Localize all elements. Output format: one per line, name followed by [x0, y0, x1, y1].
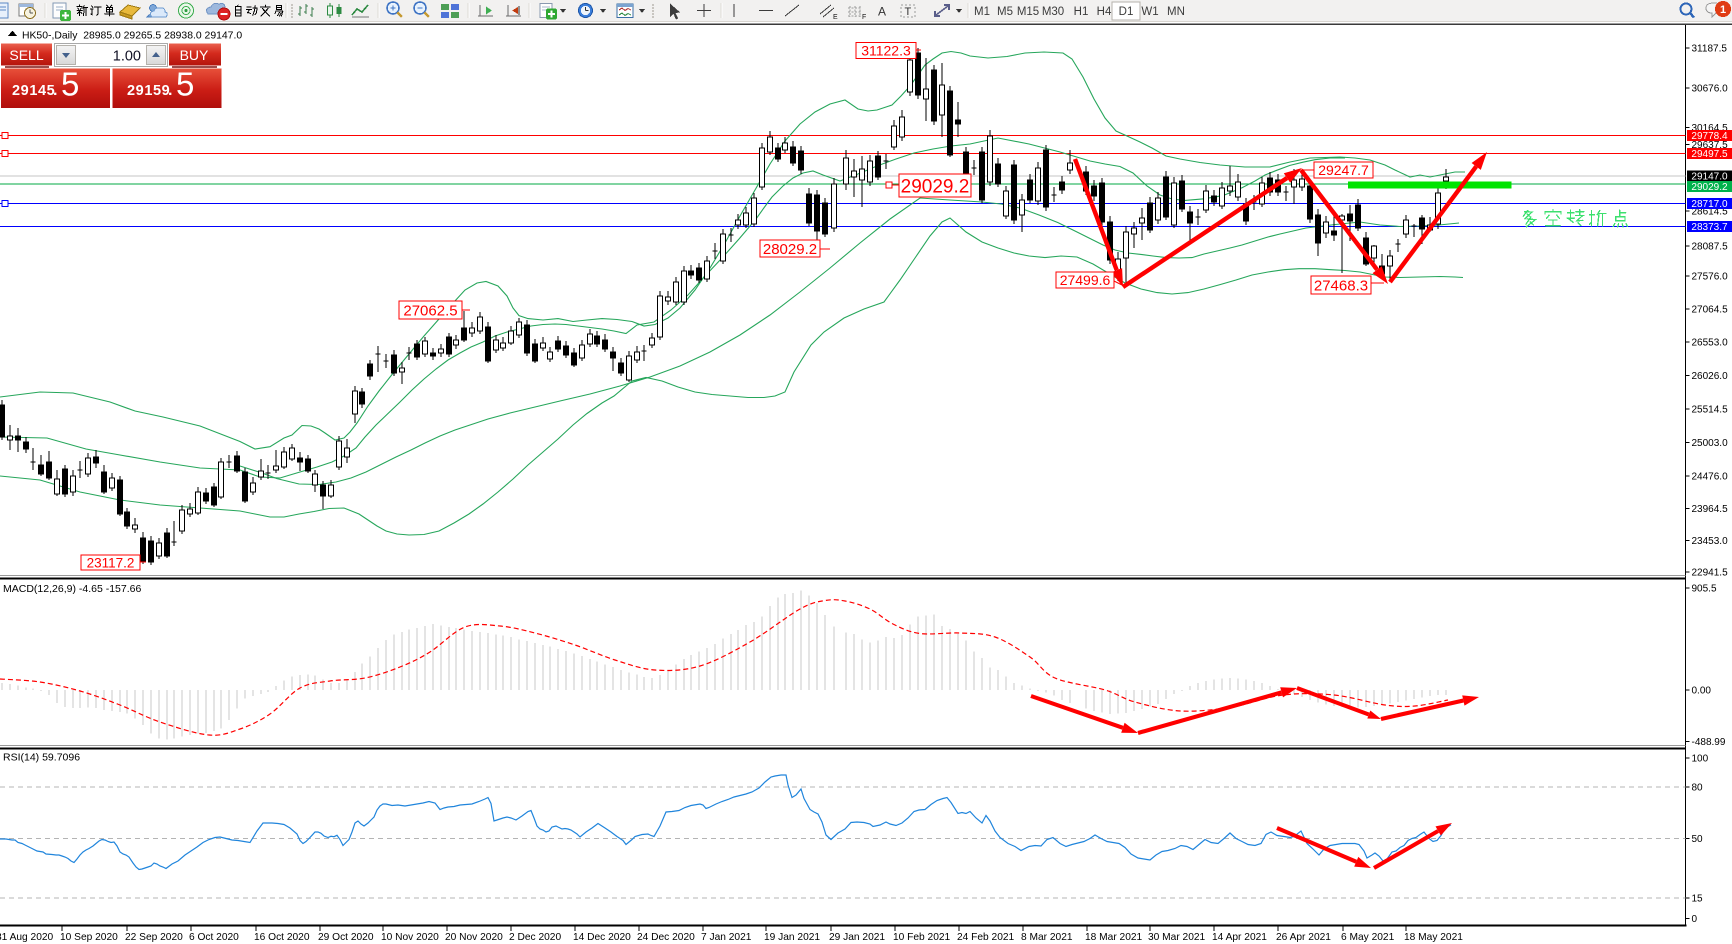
svg-text:22941.5: 22941.5 [1692, 568, 1729, 579]
svg-text:23453.0: 23453.0 [1692, 536, 1729, 547]
svg-text:0.00: 0.00 [1692, 686, 1712, 697]
svg-text:1: 1 [1720, 4, 1726, 16]
svg-text:.: . [168, 82, 172, 99]
svg-text:27499.6: 27499.6 [1060, 272, 1111, 288]
svg-text:28614.5: 28614.5 [1692, 207, 1729, 218]
svg-text:BUY: BUY [180, 47, 209, 63]
svg-text:E: E [833, 14, 838, 21]
svg-text:31122.3: 31122.3 [861, 43, 911, 59]
svg-text:25003.0: 25003.0 [1692, 438, 1729, 449]
svg-text:6 Oct 2020: 6 Oct 2020 [189, 932, 239, 943]
svg-text:28373.7: 28373.7 [1691, 222, 1728, 233]
svg-text:29 Jan 2021: 29 Jan 2021 [829, 932, 885, 943]
svg-text:31 Aug 2020: 31 Aug 2020 [0, 932, 54, 943]
svg-text:5: 5 [61, 66, 79, 103]
svg-text:905.5: 905.5 [1692, 584, 1717, 595]
svg-text:27468.3: 27468.3 [1314, 277, 1368, 294]
svg-text:18 May 2021: 18 May 2021 [1404, 932, 1463, 943]
svg-text:15: 15 [1692, 894, 1704, 905]
svg-text:-488.99: -488.99 [1692, 737, 1726, 748]
svg-text:29778.4: 29778.4 [1691, 131, 1728, 142]
svg-text:M15: M15 [1017, 6, 1039, 18]
svg-text:MN: MN [1167, 6, 1185, 18]
svg-text:F: F [862, 14, 866, 21]
svg-text:24 Feb 2021: 24 Feb 2021 [957, 932, 1015, 943]
svg-text:28087.5: 28087.5 [1692, 242, 1729, 253]
svg-text:M30: M30 [1042, 6, 1064, 18]
svg-text:0: 0 [1692, 914, 1698, 925]
svg-text:26026.0: 26026.0 [1692, 371, 1729, 382]
svg-text:27062.5: 27062.5 [403, 302, 457, 319]
svg-text:W1: W1 [1141, 6, 1158, 18]
svg-text:30 Mar 2021: 30 Mar 2021 [1148, 932, 1206, 943]
svg-text:22 Sep 2020: 22 Sep 2020 [125, 932, 183, 943]
svg-text:16 Oct 2020: 16 Oct 2020 [254, 932, 310, 943]
svg-text:29497.5: 29497.5 [1691, 149, 1728, 160]
svg-text:29637.5: 29637.5 [1692, 140, 1729, 151]
svg-text:M1: M1 [974, 6, 990, 18]
svg-text:19 Jan 2021: 19 Jan 2021 [764, 932, 820, 943]
svg-text:MACD(12,26,9) -4.65 -157.66: MACD(12,26,9) -4.65 -157.66 [3, 583, 141, 595]
svg-text:.: . [53, 82, 57, 99]
svg-text:80: 80 [1692, 783, 1704, 794]
svg-text:26 Apr 2021: 26 Apr 2021 [1276, 932, 1331, 943]
svg-text:50: 50 [1692, 834, 1704, 845]
svg-text:28717.0: 28717.0 [1691, 199, 1728, 210]
svg-text:H4: H4 [1097, 6, 1112, 18]
svg-text:M5: M5 [997, 6, 1013, 18]
svg-text:SELL: SELL [9, 47, 43, 63]
svg-text:A: A [878, 5, 886, 19]
svg-text:D1: D1 [1119, 6, 1134, 18]
svg-text:2 Dec 2020: 2 Dec 2020 [509, 932, 561, 943]
svg-text:28029.2: 28029.2 [763, 241, 817, 258]
svg-text:1.00: 1.00 [113, 49, 141, 65]
svg-text:27576.0: 27576.0 [1692, 272, 1729, 283]
svg-text:29147.0: 29147.0 [1691, 172, 1728, 183]
svg-text:24 Dec 2020: 24 Dec 2020 [637, 932, 695, 943]
svg-text:14 Apr 2021: 14 Apr 2021 [1212, 932, 1267, 943]
svg-text:6 May 2021: 6 May 2021 [1341, 932, 1395, 943]
svg-text:26553.0: 26553.0 [1692, 338, 1729, 349]
svg-text:30164.5: 30164.5 [1692, 123, 1729, 134]
svg-text:29145: 29145 [12, 83, 55, 99]
svg-text:5: 5 [176, 66, 194, 103]
svg-text:30676.0: 30676.0 [1692, 84, 1729, 95]
svg-text:7 Jan 2021: 7 Jan 2021 [701, 932, 752, 943]
svg-text:23964.5: 23964.5 [1692, 504, 1729, 515]
svg-text:24476.0: 24476.0 [1692, 472, 1729, 483]
svg-text:29159: 29159 [127, 83, 170, 99]
svg-text:27064.5: 27064.5 [1692, 305, 1729, 316]
svg-text:10 Nov 2020: 10 Nov 2020 [381, 932, 439, 943]
svg-text:10 Feb 2021: 10 Feb 2021 [893, 932, 951, 943]
svg-text:29029.2: 29029.2 [901, 176, 970, 197]
svg-text:H1: H1 [1074, 6, 1089, 18]
svg-text:29 Oct 2020: 29 Oct 2020 [318, 932, 374, 943]
svg-text:8 Mar 2021: 8 Mar 2021 [1021, 932, 1073, 943]
svg-text:10 Sep 2020: 10 Sep 2020 [60, 932, 118, 943]
svg-text:100: 100 [1692, 753, 1709, 764]
svg-text:23117.2: 23117.2 [87, 555, 135, 570]
svg-text:HK50-,Daily 28985.0 29265.5 2: HK50-,Daily 28985.0 29265.5 28938.0 2914… [22, 31, 242, 42]
svg-text:18 Mar 2021: 18 Mar 2021 [1085, 932, 1143, 943]
svg-text:29029.2: 29029.2 [1691, 182, 1728, 193]
svg-text:29247.7: 29247.7 [1318, 162, 1369, 178]
svg-text:14 Dec 2020: 14 Dec 2020 [573, 932, 631, 943]
svg-text:T: T [905, 6, 912, 18]
svg-text:RSI(14) 59.7096: RSI(14) 59.7096 [3, 752, 80, 764]
svg-text:31187.5: 31187.5 [1692, 44, 1728, 55]
svg-text:20 Nov 2020: 20 Nov 2020 [445, 932, 503, 943]
svg-text:25514.5: 25514.5 [1692, 405, 1729, 416]
